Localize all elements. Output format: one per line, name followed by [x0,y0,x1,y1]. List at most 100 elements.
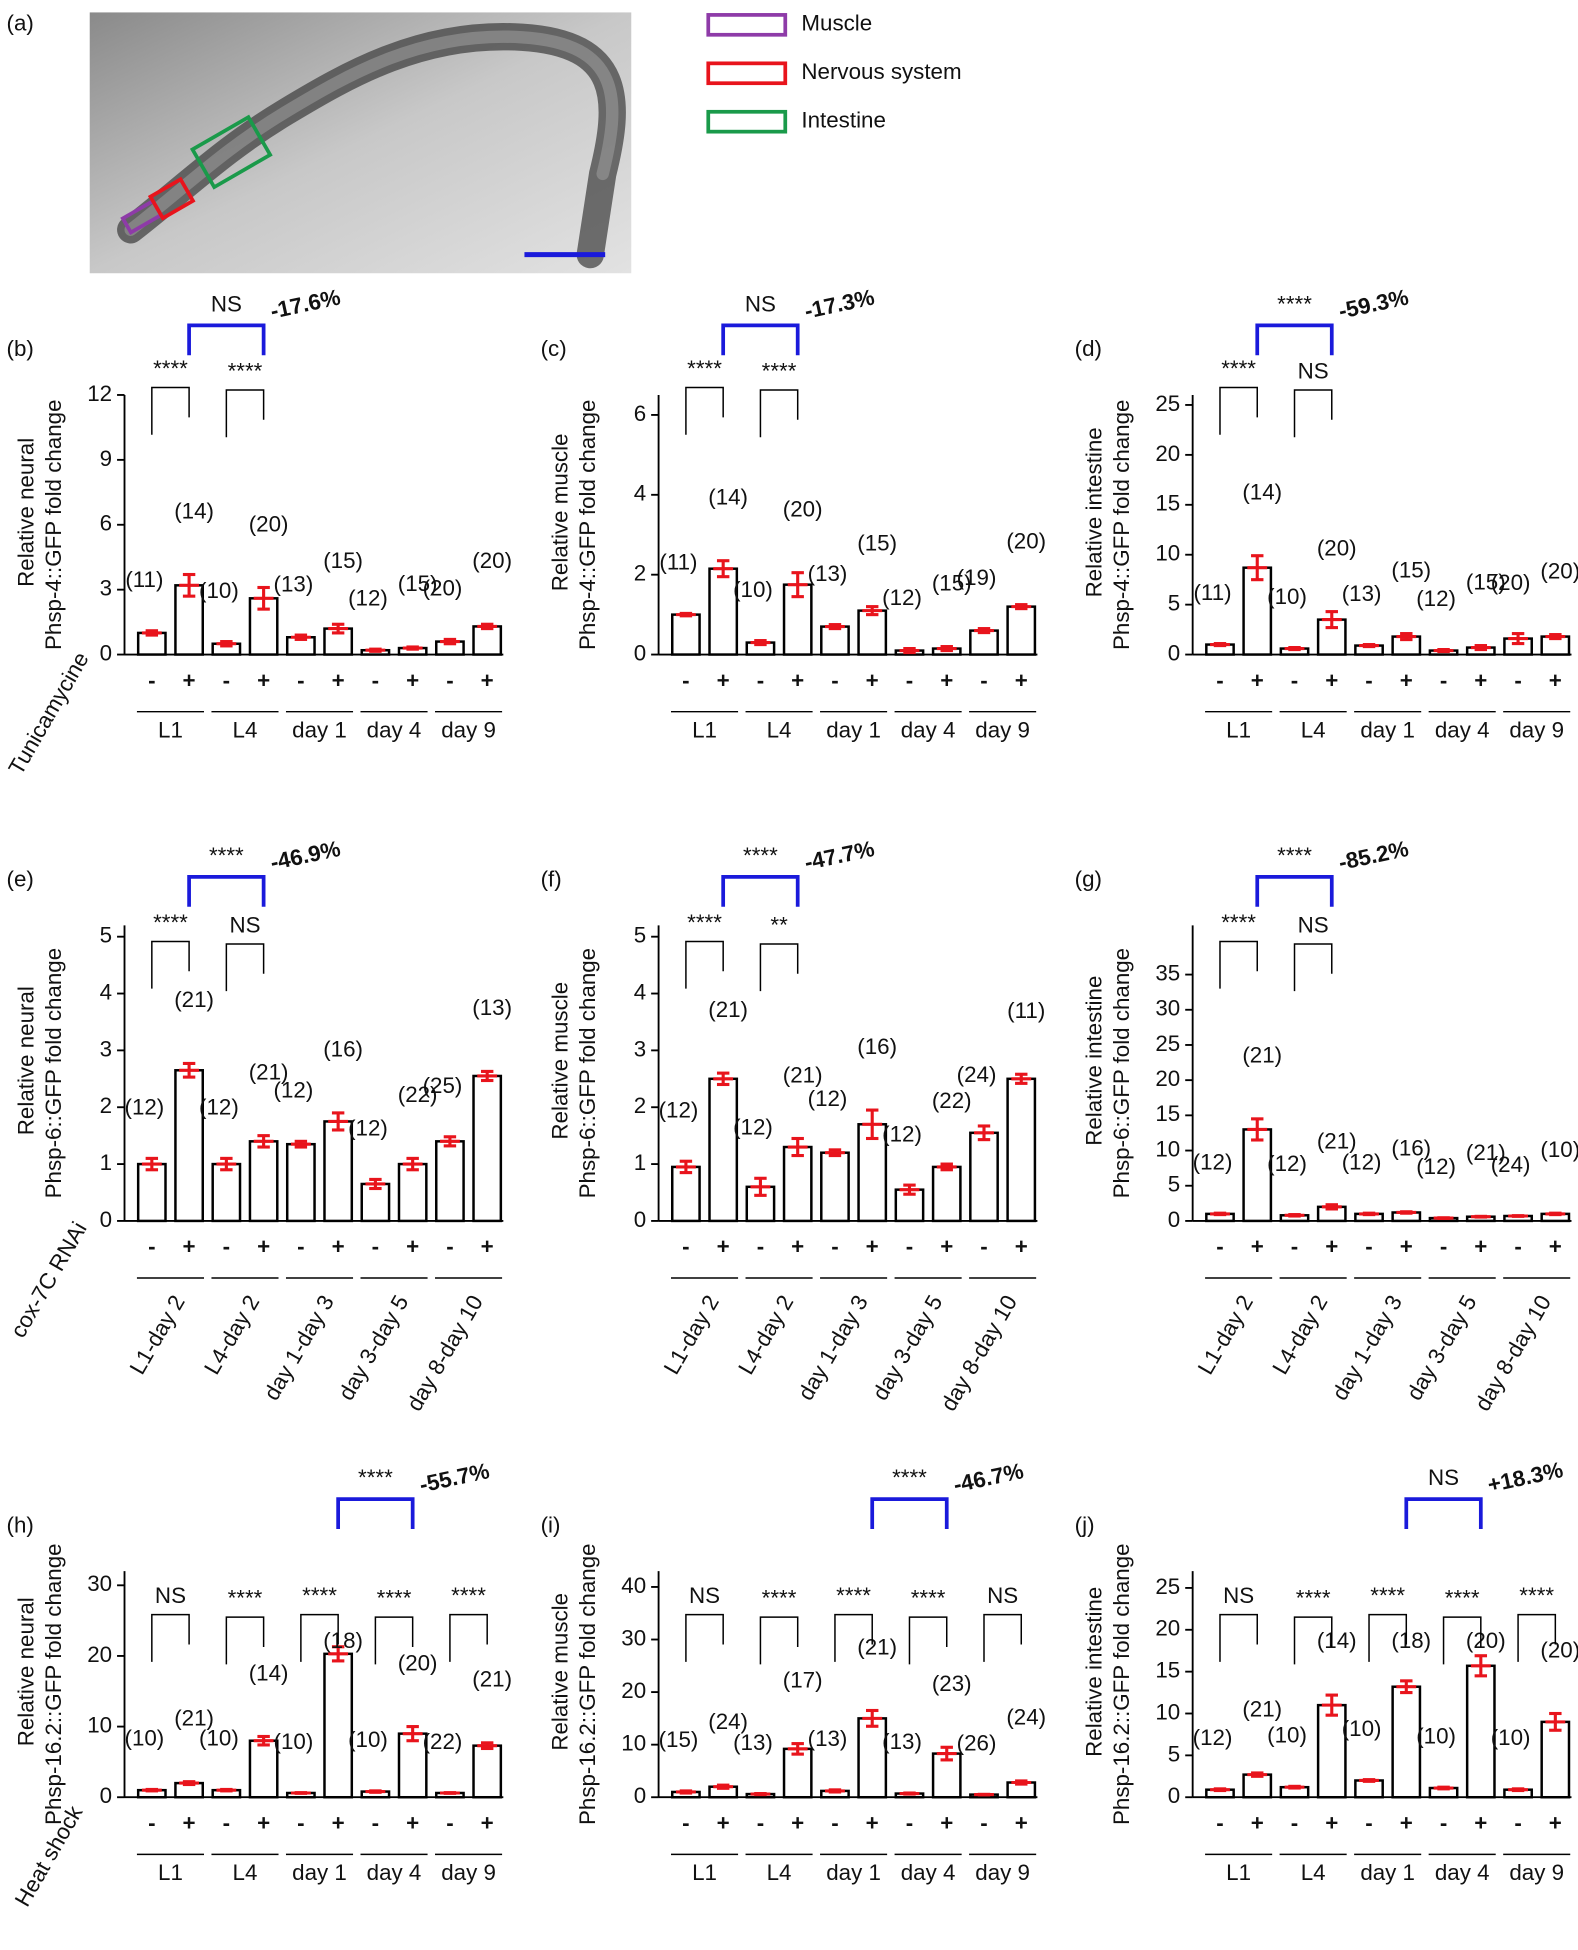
treatment-sign: - [148,1234,155,1259]
treatment-sign: - [1440,1810,1447,1835]
worm-inner [124,30,619,236]
y-tick-label: 0 [634,1207,646,1232]
treatment-sign: - [1291,1234,1298,1259]
group-label: day 3-day 5 [867,1291,947,1405]
treatment-sign: + [1015,1234,1028,1259]
n-label: (14) [174,498,214,523]
y-tick-label: 0 [1168,640,1180,665]
comparison-label: **** [743,843,778,868]
treatment-sign: - [446,1810,453,1835]
n-label: (12) [1193,1149,1233,1174]
bar [472,1074,503,1223]
significance-bracket [225,943,265,992]
treatment-sign: + [1251,1234,1264,1259]
group-label: L1 [1226,1860,1251,1885]
treatment-sign: - [223,668,230,693]
n-label: (20) [1540,558,1578,583]
significance-bracket [1293,943,1333,992]
treatment-sign: - [980,668,987,693]
significance-bracket [151,386,190,435]
bar [136,1162,167,1223]
panel-label: (h) [7,1512,34,1537]
significance-label: NS [229,912,260,937]
significance-bracket [1219,1613,1258,1662]
comparison-bracket [721,323,800,356]
bar [397,1162,428,1223]
n-label: (12) [1267,1151,1307,1176]
n-label: (12) [348,1116,388,1141]
y-tick-label: 30 [1155,996,1180,1021]
treatment-sign: - [906,668,913,693]
n-label: (10) [1267,584,1307,609]
n-label: (21) [783,1062,823,1087]
n-label: (20) [1540,1637,1578,1662]
y-tick-label: 30 [87,1571,112,1596]
treatment-sign: + [1549,1234,1562,1259]
bar [472,1744,503,1799]
significance-label: **** [228,359,263,384]
y-axis-label: Relative muscle [548,1593,573,1751]
n-label: (13) [733,1730,773,1755]
y-tick-label: 2 [634,561,646,586]
n-label: (21) [708,997,748,1022]
legend-label: Muscle [801,11,872,36]
panel-label: (c) [541,336,567,361]
significance-label: **** [687,356,722,381]
bar [472,625,503,656]
n-label: (11) [659,550,697,575]
y-tick-label: 25 [1155,1031,1180,1056]
y-tick-label: 40 [621,1573,646,1598]
y-tick-label: 25 [1155,391,1180,416]
n-label: (24) [708,1709,748,1734]
group-label: L4 [233,1860,258,1885]
treatment-sign: - [297,1234,304,1259]
group-label: day 4 [367,717,422,742]
treatment-sign: + [481,1810,494,1835]
group-label: day 8-day 10 [402,1291,488,1415]
treatment-sign: + [183,1810,196,1835]
treatment-sign: - [297,668,304,693]
percent-change: -17.6% [268,284,343,323]
group-label: day 1 [1360,717,1415,742]
y-tick-label: 2 [100,1093,112,1118]
treatment-sign: + [1549,668,1562,693]
y-tick-label: 10 [1155,1136,1180,1161]
n-label: (21) [249,1059,289,1084]
bar [708,567,739,656]
n-label: (11) [125,567,163,592]
n-label: (15) [323,548,363,573]
n-label: (11) [1193,580,1231,605]
treatment-sign: + [1015,1810,1028,1835]
n-label: (24) [957,1062,997,1087]
bar [323,1120,354,1223]
y-axis-label: Phsp-6::GFP fold change [41,948,66,1198]
y-axis-label: Relative muscle [548,433,573,591]
treatment-sign: + [1474,1234,1487,1259]
n-label: (16) [323,1037,363,1062]
y-axis-label: Phsp-4::GFP fold change [41,400,66,650]
group-label: L1 [1226,717,1251,742]
treatment-sign: - [906,1234,913,1259]
n-label: (14) [708,485,748,510]
treatment-sign: + [1251,668,1264,693]
treatment-sign: + [940,668,953,693]
panel-label: (b) [7,336,34,361]
treatment-sign: - [980,1810,987,1835]
treatment-sign: - [757,1810,764,1835]
treatment-sign: - [1365,1234,1372,1259]
n-label: (21) [1242,1043,1282,1068]
n-label: (12) [882,585,922,610]
treatment-sign: + [940,1234,953,1259]
significance-label: **** [1221,356,1256,381]
y-tick-label: 3 [100,1036,112,1061]
bar [1242,566,1273,656]
percent-change: +18.3% [1485,1457,1565,1497]
significance-bracket [759,1616,799,1665]
treatment-sign: + [406,1234,419,1259]
n-label: (12) [1416,1154,1456,1179]
bar [174,1069,205,1223]
treatment-sign: + [1325,668,1338,693]
treatment-sign: + [406,1810,419,1835]
n-label: (14) [249,1660,289,1685]
